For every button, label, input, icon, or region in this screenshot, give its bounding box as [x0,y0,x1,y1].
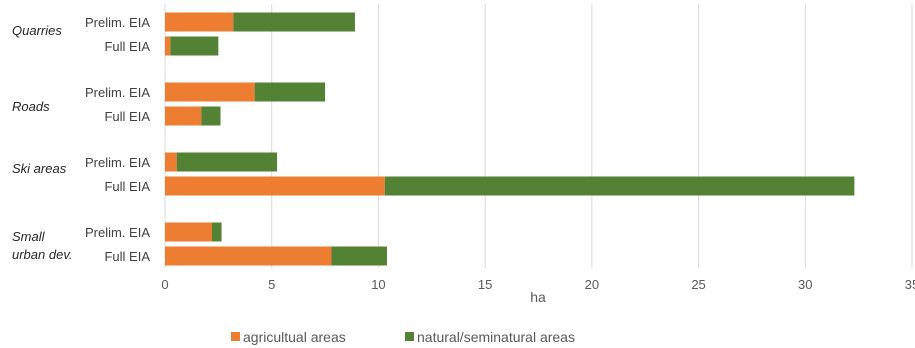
bar-label: Prelim. EIA [85,155,150,170]
x-tick-label: 30 [798,277,812,292]
bar-segment [165,82,255,102]
grid-layer [164,4,913,268]
x-tick-label: 10 [371,277,385,292]
x-axis-title: ha [530,289,546,305]
x-tick-label: 25 [691,277,705,292]
bar-label: Prelim. EIA [85,15,150,30]
bar-label: Full EIA [104,249,150,264]
bar-segment [233,12,355,32]
bar-segment [254,82,326,102]
x-tick-label: 0 [161,277,168,292]
x-tick-label: 20 [585,277,599,292]
bar-label: Full EIA [104,109,150,124]
bar-label: Full EIA [104,179,150,194]
group-label: Roads [12,99,50,114]
legend-label: agricultual areas [243,329,346,345]
bar-segment [384,176,855,196]
bar-segment [165,222,212,242]
bar-segment [165,36,171,56]
legend-swatch [405,332,414,341]
legend-label: natural/seminatural areas [417,329,575,345]
group-label: Ski areas [12,161,67,176]
x-tick-label: 15 [478,277,492,292]
bar-layer [165,12,855,266]
bar-segment [331,246,387,266]
bar-segment [201,106,221,126]
bar-segment [170,36,219,56]
bar-segment [211,222,222,242]
group-label: Small [12,229,46,244]
bar-segment [165,106,202,126]
label-layer: 0 5 10 15 20 25 30 35 Quarries Prelim. EIA Full EI… [12,15,915,292]
bar-segment [165,246,332,266]
bar-label: Prelim. EIA [85,225,150,240]
legend: agricultual areas natural/seminatural are… [231,329,575,345]
bar-label: Prelim. EIA [85,85,150,100]
bar-segment [176,152,278,172]
group-label: Quarries [12,23,62,38]
group-label: urban dev. [12,247,72,262]
x-tick-label: 5 [268,277,275,292]
bar-segment [165,12,234,32]
x-tick-label: 35 [905,277,915,292]
legend-swatch [231,332,240,341]
bar-segment [165,152,177,172]
bar-segment [165,176,385,196]
bar-label: Full EIA [104,39,150,54]
